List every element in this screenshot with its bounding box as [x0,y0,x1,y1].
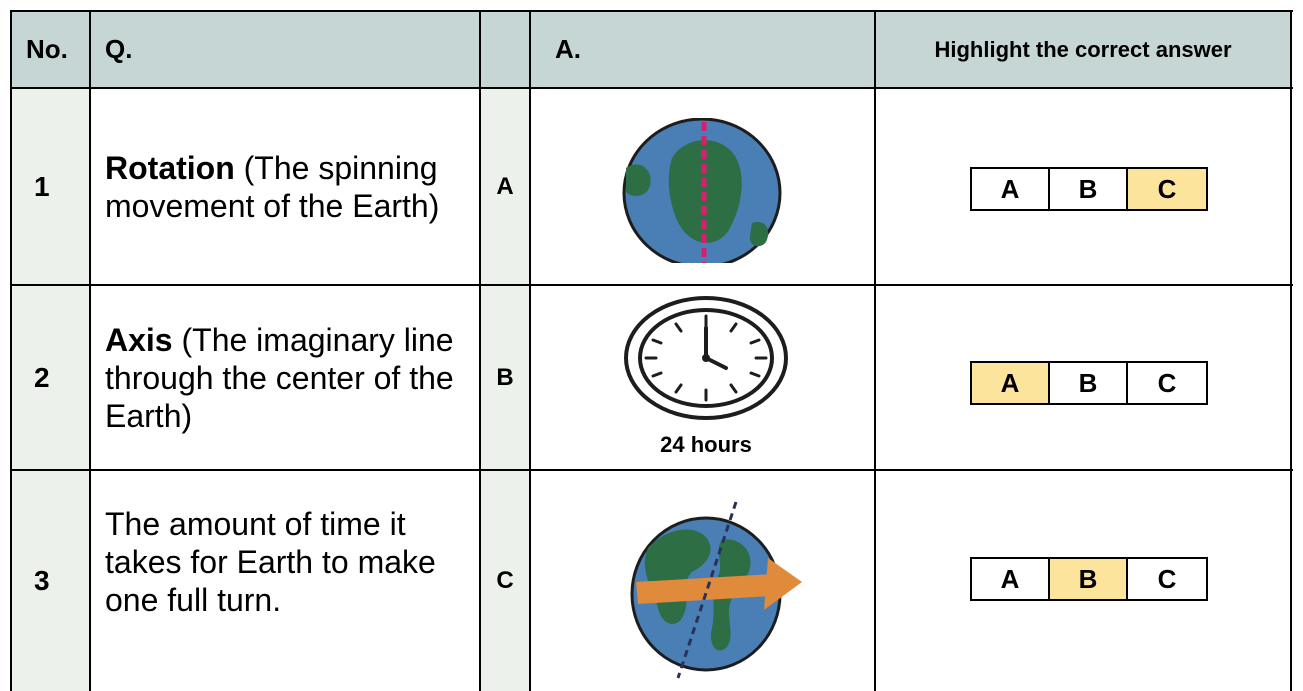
header-highlight: Highlight the correct answer [876,12,1290,87]
row-2-number: 2 [12,286,89,469]
clock-caption: 24 hours [660,432,752,457]
answer-choice-row-2: A B C [970,361,1208,405]
header-no: No. [12,12,89,87]
header-answer: A. [531,12,874,87]
grid-line [479,10,481,691]
answer-choice-row-3: A B C [970,557,1208,601]
row-3-number: 3 [12,471,89,691]
option-a-row-2[interactable]: A [972,363,1050,403]
row-3-question: The amount of time it takes for Earth to… [91,471,479,647]
row-1-number: 1 [12,89,89,284]
earth-axis-icon [622,118,782,273]
grid-line [1290,10,1292,691]
grid-line [10,10,1293,12]
row-2-letter: B [481,286,529,469]
grid-line [89,10,91,691]
option-c-row-2[interactable]: C [1157,367,1177,398]
row-3-letter: C [481,471,529,691]
row-2-question: Axis (The imaginary line through the cen… [91,286,479,469]
option-a-row-1[interactable]: A [972,169,1050,209]
grid-line [10,469,1293,471]
option-a-row-3[interactable]: A [972,559,1050,599]
row-3-definition: The amount of time it takes for Earth to… [105,506,436,618]
row-1-definition: (The spinning movement of the Earth) [105,149,440,224]
header-question: Q. [91,12,479,87]
answer-choice-row-1: A B C [970,167,1208,211]
row-1-letter: A [481,89,529,284]
option-b-row-3[interactable]: B [1050,559,1128,599]
row-1-term: Rotation [105,149,235,186]
grid-line [10,87,1293,89]
option-c-row-1[interactable]: C [1128,169,1206,209]
option-b-row-2[interactable]: B [1050,363,1128,403]
grid-line [10,10,12,691]
row-1-question: Rotation (The spinning movement of the E… [91,89,479,284]
grid-line [874,10,876,691]
clock-icon [624,296,788,420]
grid-line [10,284,1293,286]
grid-line [529,10,531,691]
option-c-row-3[interactable]: C [1157,563,1177,594]
earth-rotation-icon [630,501,802,679]
row-2-term: Axis [105,321,173,358]
row-2-definition: (The imaginary line through the center o… [105,321,454,434]
header-letter-blank [481,12,529,87]
option-b-row-1[interactable]: B [1050,169,1128,209]
